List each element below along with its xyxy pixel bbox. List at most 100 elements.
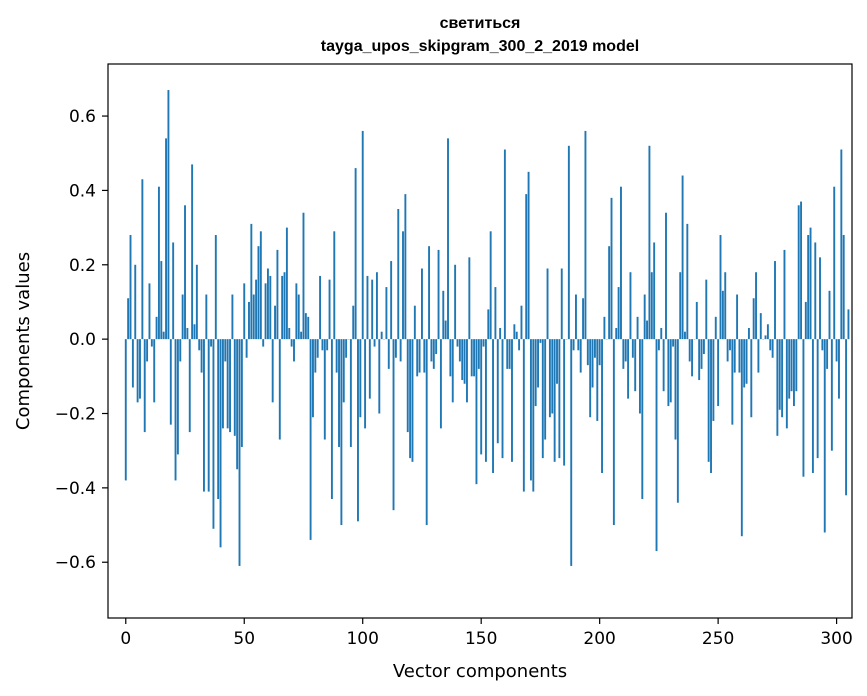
chart-subtitle: tayga_upos_skipgram_300_2_2019 model: [321, 38, 639, 55]
chart-title: светиться: [440, 15, 521, 32]
bar-5: [136, 339, 139, 403]
bar-179: [548, 339, 551, 418]
bar-301: [838, 339, 840, 399]
bar-90: [338, 339, 340, 447]
bar-24: [181, 294, 184, 340]
bar-102: [366, 275, 369, 340]
bar-93: [345, 339, 348, 358]
bar-68: [285, 227, 288, 340]
bar-119: [406, 339, 409, 433]
bar-182: [556, 339, 558, 384]
y-tick-label: 0.0: [69, 330, 96, 350]
bar-268: [759, 313, 762, 340]
bar-178: [546, 268, 549, 340]
bar-124: [418, 339, 421, 373]
bar-242: [698, 339, 701, 381]
bar-287: [804, 301, 807, 340]
bar-235: [681, 175, 684, 340]
bar-162: [508, 339, 511, 369]
bar-265: [752, 298, 755, 340]
bar-230: [669, 339, 672, 403]
bar-292: [816, 339, 819, 459]
bar-55: [255, 279, 258, 340]
bar-303: [842, 235, 845, 340]
bar-128: [428, 246, 431, 340]
bar-170: [527, 171, 530, 340]
bar-282: [793, 339, 795, 407]
bar-38: [214, 235, 217, 340]
bar-185: [563, 339, 566, 466]
x-tick-label: 300: [820, 629, 852, 649]
bar-167: [520, 305, 523, 340]
bar-50: [243, 283, 246, 340]
bar-198: [593, 339, 596, 358]
bar-264: [750, 339, 753, 418]
bar-304: [845, 339, 848, 496]
bar-271: [766, 324, 769, 340]
bar-262: [745, 339, 748, 384]
bar-299: [833, 186, 836, 340]
bar-255: [729, 339, 731, 351]
bar-168: [522, 339, 525, 492]
bar-66: [281, 275, 284, 340]
bar-205: [610, 197, 613, 340]
bar-131: [435, 339, 438, 355]
bar-238: [688, 339, 691, 362]
bar-84: [323, 339, 326, 440]
bar-67: [283, 272, 286, 340]
bar-222: [650, 272, 653, 340]
bar-251: [719, 235, 722, 340]
bar-257: [733, 339, 736, 373]
bar-171: [529, 339, 532, 481]
bar-298: [830, 339, 833, 451]
plot-frame: [107, 63, 853, 619]
bar-253: [724, 272, 727, 340]
bar-216: [636, 316, 639, 340]
bar-254: [726, 339, 729, 362]
bar-44: [229, 339, 231, 433]
bar-157: [496, 339, 499, 444]
bar-232: [674, 339, 677, 440]
bar-52: [248, 301, 250, 340]
bar-92: [342, 339, 345, 403]
bar-172: [532, 339, 535, 492]
bar-56: [257, 246, 260, 340]
bar-164: [513, 324, 516, 340]
bar-2: [129, 235, 132, 340]
bar-25: [184, 205, 186, 340]
bar-112: [390, 261, 393, 340]
bar-200: [598, 339, 601, 366]
bar-71: [293, 339, 295, 362]
bar-77: [307, 316, 310, 340]
bar-7: [141, 179, 144, 340]
bar-228: [665, 212, 667, 340]
bar-64: [276, 249, 279, 340]
bar-169: [525, 194, 528, 340]
bar-155: [492, 339, 494, 473]
bar-149: [477, 339, 480, 369]
bar-219: [643, 294, 646, 340]
bar-280: [788, 339, 791, 399]
bar-40: [219, 339, 222, 548]
bar-60: [266, 268, 269, 340]
bar-125: [421, 268, 423, 340]
bar-1: [127, 298, 130, 340]
y-tick-label: 0.4: [69, 181, 96, 201]
bar-28: [191, 164, 194, 340]
bar-196: [589, 339, 592, 418]
bar-220: [646, 320, 648, 340]
bar-248: [712, 339, 715, 421]
bar-143: [463, 339, 466, 384]
bar-39: [217, 339, 220, 500]
bar-27: [188, 339, 191, 433]
bar-108: [380, 331, 383, 340]
bar-194: [584, 130, 587, 340]
bar-33: [203, 339, 205, 492]
bar-51: [245, 339, 248, 358]
bar-36: [210, 339, 213, 347]
bar-175: [539, 339, 542, 343]
bar-43: [226, 339, 229, 429]
bar-281: [790, 339, 793, 392]
bar-16: [162, 331, 165, 340]
